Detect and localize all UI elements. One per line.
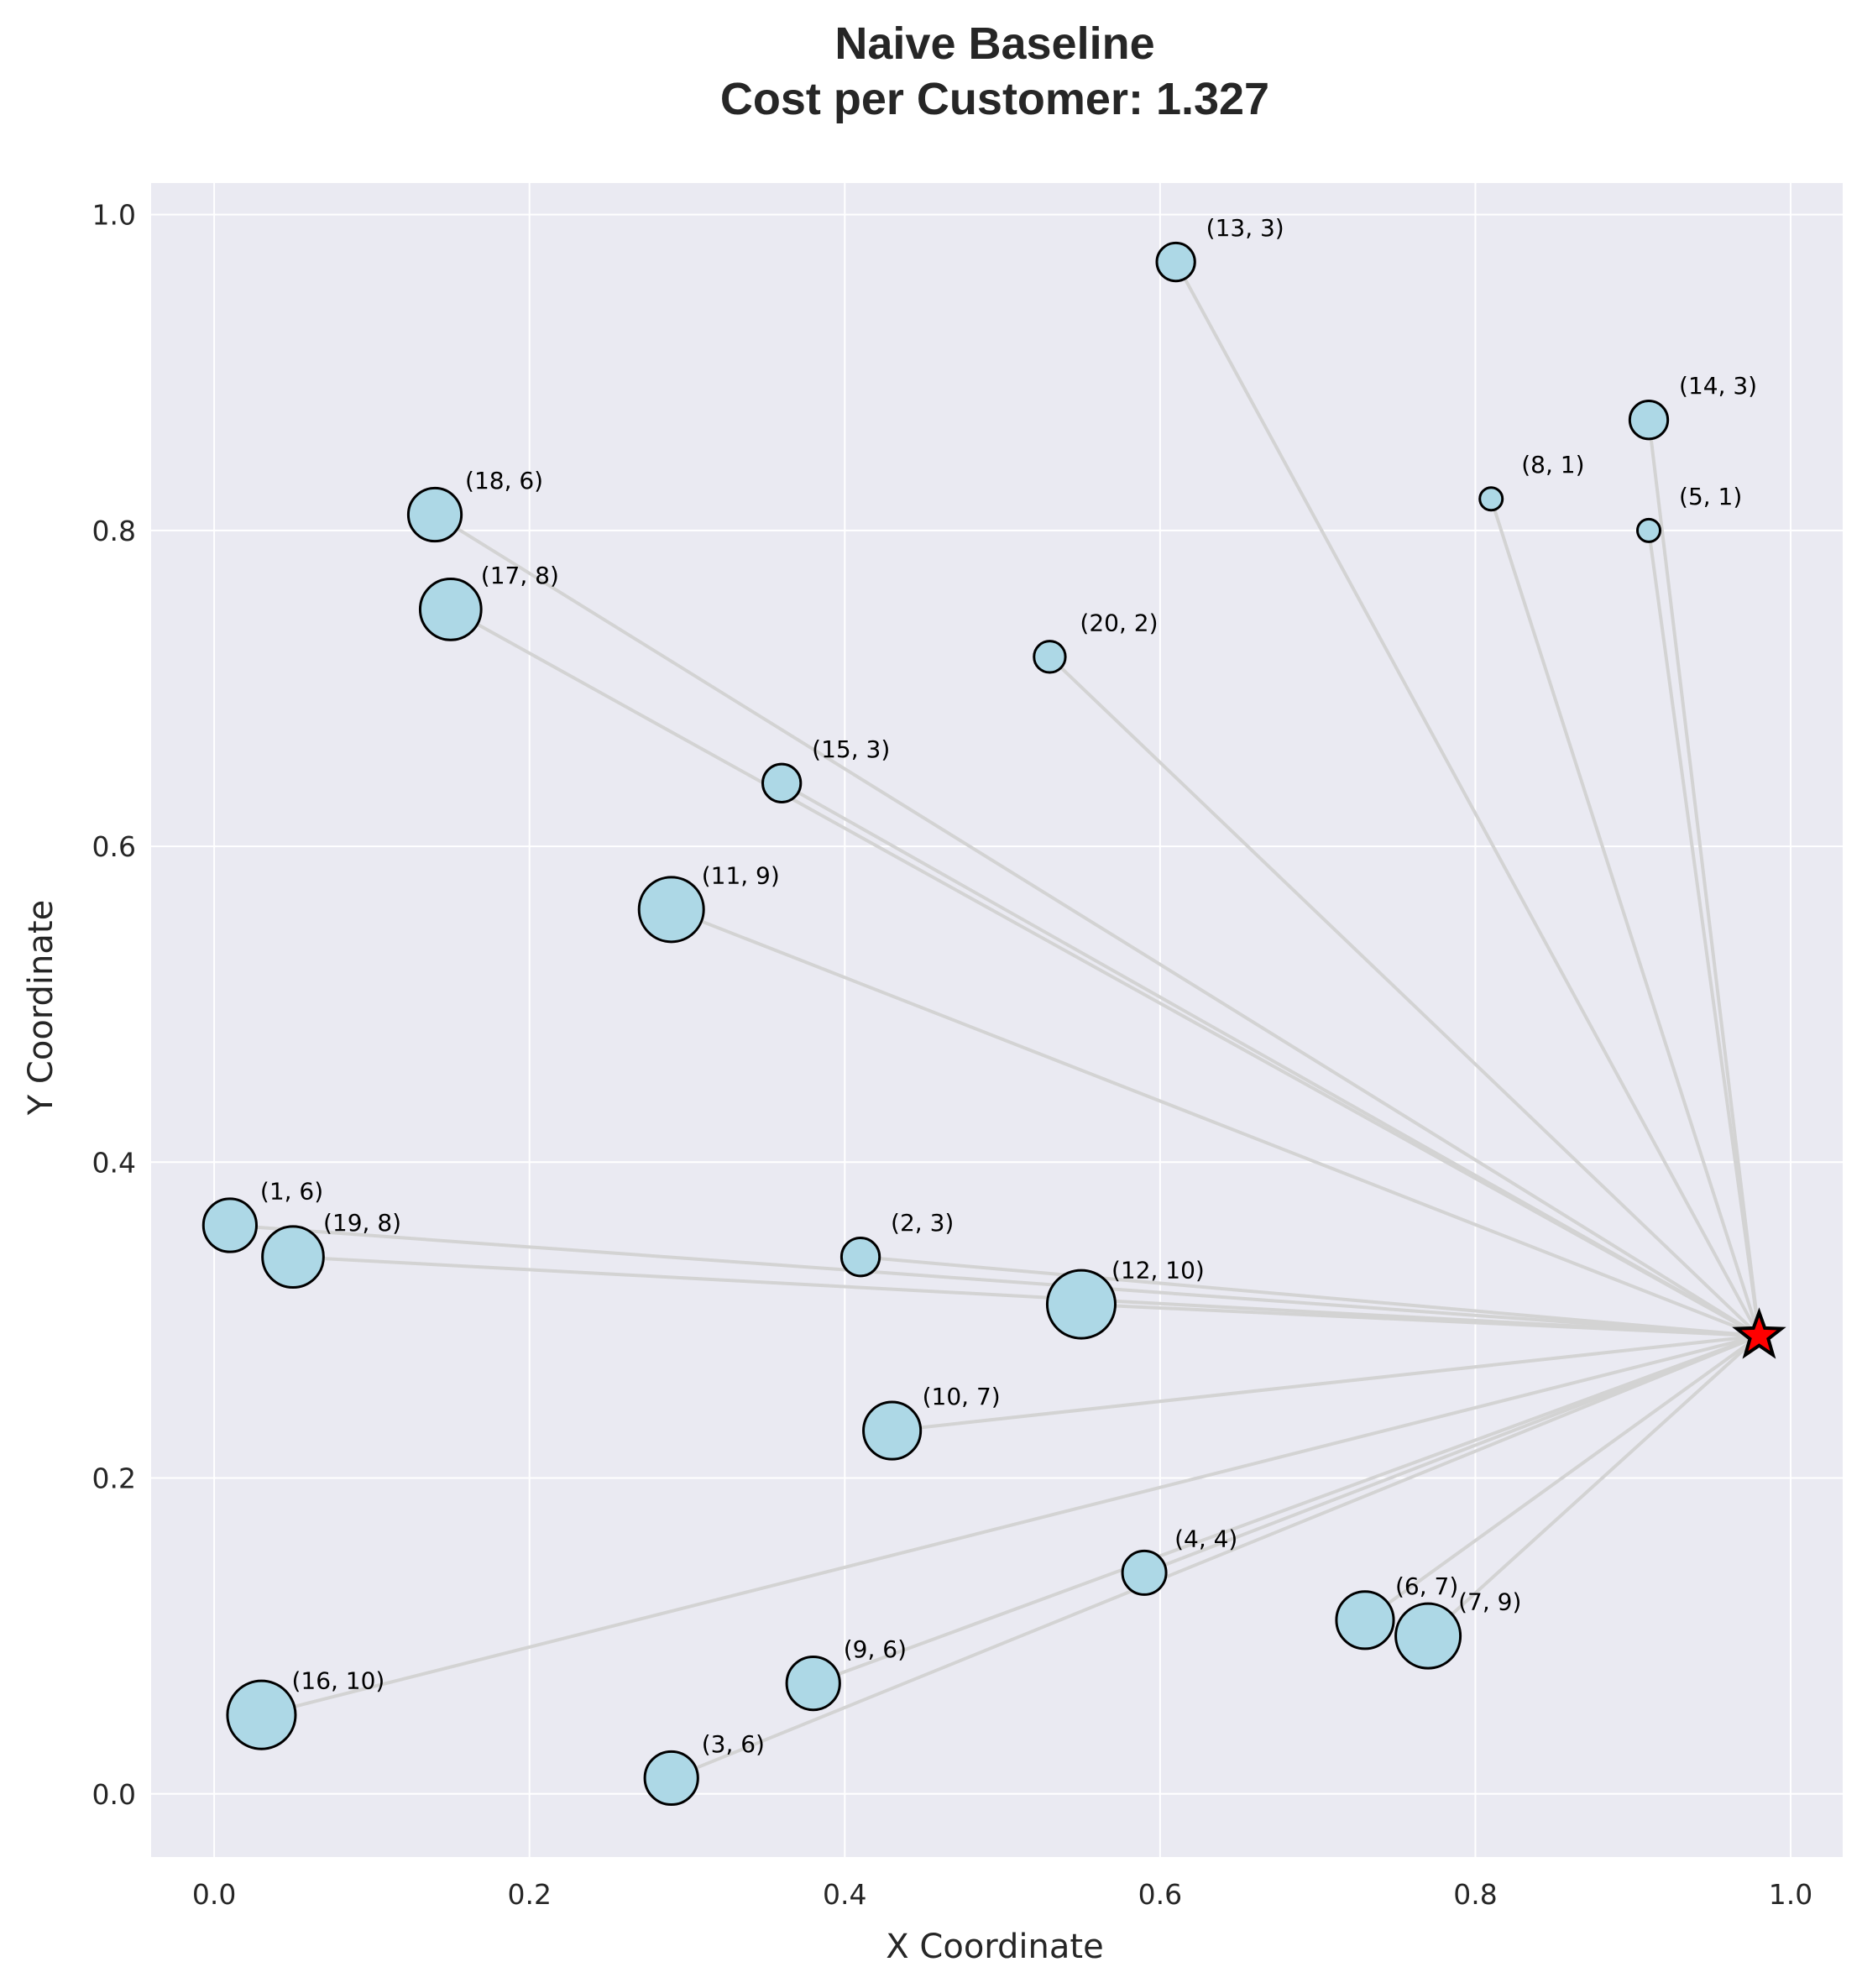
customer-label: (16, 10)	[291, 1667, 384, 1695]
y-tick-label: 0.4	[92, 1146, 136, 1179]
customer-point	[406, 486, 463, 543]
route-line	[670, 908, 1760, 1338]
depot-star-icon	[1732, 1307, 1786, 1359]
route-line	[860, 1255, 1760, 1338]
route-line	[1426, 1334, 1760, 1638]
customer-point	[1033, 640, 1067, 674]
customer-point	[1636, 517, 1662, 543]
plot-area	[151, 183, 1843, 1857]
x-tick-labels: 0.0 0.2 0.4 0.6 0.8 1.0	[192, 1878, 1812, 1911]
customer-label: (2, 3)	[891, 1209, 954, 1237]
route-line	[670, 1334, 1760, 1780]
x-tick-label: 0.2	[507, 1878, 551, 1911]
route-line	[260, 1334, 1760, 1717]
customer-label: (18, 6)	[465, 467, 543, 494]
route-line	[1174, 261, 1761, 1337]
customer-label: (5, 1)	[1679, 483, 1742, 510]
y-tick-label: 0.6	[92, 830, 136, 863]
customer-label: (17, 8)	[481, 562, 559, 589]
grid-lines	[151, 183, 1843, 1857]
customer-label: (7, 9)	[1458, 1588, 1521, 1616]
customer-point	[1628, 400, 1670, 441]
customer-label: (12, 10)	[1111, 1257, 1205, 1284]
route-line	[1489, 498, 1761, 1337]
route-line	[229, 1223, 1760, 1338]
x-tick-label: 0.4	[823, 1878, 866, 1911]
customer-points	[201, 241, 1670, 1807]
x-tick-label: 1.0	[1769, 1878, 1812, 1911]
chart-title-line2: Cost per Customer: 1.327	[720, 74, 1269, 124]
customer-point	[418, 578, 483, 641]
customer-label: (13, 3)	[1206, 214, 1284, 242]
y-tick-label: 0.0	[92, 1778, 136, 1811]
customer-point	[261, 1225, 325, 1290]
route-line	[449, 608, 1760, 1337]
y-tick-labels: 0.0 0.2 0.4 0.6 0.8 1.0	[92, 199, 136, 1811]
customer-label: (14, 3)	[1679, 372, 1757, 400]
customer-point	[201, 1197, 259, 1253]
customer-label: (1, 6)	[260, 1178, 323, 1206]
route-line	[1143, 1334, 1760, 1575]
customer-point	[1121, 1549, 1168, 1596]
route-line	[1363, 1334, 1760, 1622]
route-line	[1647, 530, 1761, 1337]
x-tick-label: 0.6	[1138, 1878, 1182, 1911]
customer-label: (4, 4)	[1174, 1525, 1237, 1552]
customer-point	[637, 876, 705, 944]
customer-point	[643, 1750, 699, 1807]
customer-label: (11, 9)	[702, 861, 780, 889]
x-tick-label: 0.8	[1453, 1878, 1497, 1911]
y-tick-label: 0.2	[92, 1462, 136, 1495]
customer-point	[862, 1400, 923, 1461]
y-tick-label: 0.8	[92, 515, 136, 547]
customer-point	[1045, 1269, 1117, 1340]
customer-point	[761, 762, 803, 803]
customer-label: (3, 6)	[702, 1730, 765, 1758]
route-line	[1049, 655, 1760, 1337]
route-line	[892, 1334, 1760, 1433]
customer-point	[1335, 1590, 1395, 1651]
customer-labels: (1, 6) (2, 3) (3, 6) (4, 4) (5, 1) (6, 7)(7, …	[260, 214, 1757, 1758]
x-tick-label: 0.0	[192, 1878, 236, 1911]
customer-point	[1394, 1602, 1462, 1670]
route-line	[433, 513, 1760, 1337]
customer-point	[785, 1655, 841, 1712]
customer-label: (6, 7)	[1395, 1572, 1458, 1600]
x-axis-label: X Coordinate	[886, 1928, 1103, 1966]
customer-label: (19, 8)	[323, 1209, 401, 1237]
depot-marker	[1732, 1307, 1786, 1359]
route-line	[1647, 419, 1761, 1337]
customer-label: (20, 2)	[1080, 609, 1158, 636]
route-line	[813, 1334, 1760, 1685]
customer-point	[1478, 486, 1504, 512]
customer-point	[226, 1679, 297, 1750]
customer-label: (9, 6)	[844, 1635, 907, 1663]
y-tick-label: 1.0	[92, 199, 136, 232]
y-axis-label: Y Coordinate	[22, 900, 60, 1116]
chart-title-line1: Naive Baseline	[834, 18, 1154, 69]
customer-point	[1155, 241, 1196, 283]
route-lines	[229, 261, 1761, 1780]
route-line	[292, 1255, 1760, 1338]
customer-label: (10, 7)	[923, 1383, 1001, 1410]
customer-point	[839, 1237, 881, 1278]
customer-label: (8, 1)	[1521, 451, 1584, 479]
customer-label: (15, 3)	[812, 735, 890, 763]
